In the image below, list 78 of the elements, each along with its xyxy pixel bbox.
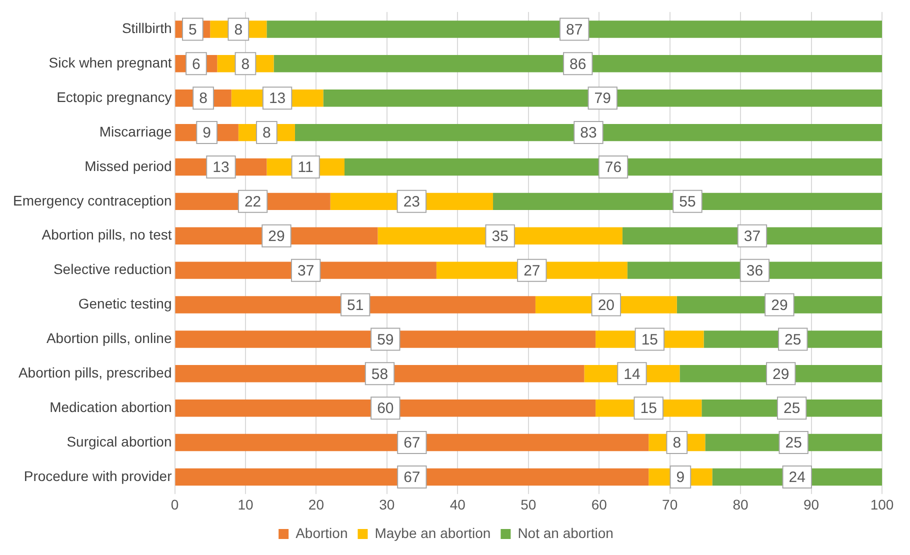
x-tick-label: 20 (308, 496, 324, 512)
x-tick-label: 80 (732, 496, 749, 512)
data-label: 29 (268, 228, 285, 246)
data-label: 67 (404, 434, 420, 452)
data-label: 6 (192, 56, 200, 73)
y-tick-label: Selective reduction (53, 261, 172, 278)
data-label: 27 (524, 262, 540, 280)
data-label: 20 (598, 296, 615, 314)
legend-label: Not an abortion (518, 524, 614, 541)
data-label: 37 (298, 262, 314, 280)
data-label: 58 (371, 366, 388, 383)
y-tick-label: Abortion pills, online (46, 330, 172, 346)
legend-label: Maybe an abortion (374, 524, 491, 541)
bar (294, 124, 882, 142)
x-tick-label: 70 (662, 496, 678, 512)
data-label: 24 (788, 469, 806, 486)
data-label: 15 (641, 331, 658, 348)
bar (266, 20, 882, 38)
x-tick-label: 100 (870, 496, 894, 512)
data-label: 67 (404, 469, 420, 486)
data-label: 8 (199, 90, 208, 108)
y-tick-label: Abortion pills, prescribed (18, 364, 172, 381)
bar (493, 192, 882, 210)
data-label: 29 (771, 296, 788, 314)
data-label: 11 (298, 159, 314, 176)
data-label: 59 (377, 331, 394, 348)
x-tick-label: 40 (450, 496, 466, 512)
y-tick-label: Ectopic pregnancy (56, 88, 172, 105)
y-tick-label: Genetic testing (78, 296, 172, 312)
data-label: 15 (640, 400, 657, 418)
data-label: 37 (744, 228, 761, 246)
data-label: 23 (403, 194, 420, 211)
y-tick-label: Stillbirth (122, 20, 172, 36)
data-label: 13 (212, 159, 230, 176)
x-tick-label: 90 (803, 496, 820, 512)
data-label: 9 (676, 469, 685, 486)
data-label: 13 (268, 90, 286, 108)
data-label: 86 (570, 56, 586, 73)
y-tick-label: Medication abortion (50, 398, 172, 415)
data-label: 79 (594, 90, 611, 108)
data-label: 25 (784, 331, 802, 348)
y-tick-label: Sick when pregnant (48, 54, 172, 71)
data-label: 83 (580, 124, 597, 142)
x-tick-label: 10 (238, 496, 254, 512)
data-label: 8 (234, 21, 243, 38)
data-label: 8 (241, 56, 250, 73)
data-label: 9 (202, 124, 211, 142)
y-tick-label: Procedure with provider (24, 468, 172, 484)
data-label: 60 (377, 400, 394, 418)
data-label: 76 (604, 159, 622, 176)
y-tick-label: Emergency contraception (12, 192, 172, 208)
bar (175, 434, 649, 452)
x-tick-label: 50 (520, 496, 536, 512)
data-label: 25 (785, 434, 802, 452)
legend-label: Abortion (296, 524, 348, 541)
data-label: 51 (347, 296, 364, 314)
x-tick-label: 0 (170, 496, 179, 512)
y-tick-label: Missed period (84, 158, 172, 174)
y-tick-label: Surgical abortion (66, 433, 172, 450)
data-label: 87 (566, 21, 583, 38)
data-label: 5 (188, 21, 197, 38)
data-label: 8 (672, 434, 682, 452)
data-label: 36 (746, 262, 764, 280)
data-label: 29 (772, 366, 790, 383)
data-label: 55 (679, 194, 696, 211)
y-tick-label: Miscarriage (99, 123, 172, 140)
y-tick-label: Abortion pills, no test (42, 226, 172, 243)
bar (175, 468, 649, 486)
x-tick-label: 30 (379, 496, 395, 512)
data-label: 22 (244, 194, 262, 211)
x-tick-label: 60 (591, 496, 608, 512)
data-label: 14 (624, 366, 640, 383)
data-label: 25 (783, 400, 800, 418)
bar (175, 296, 536, 314)
bar (274, 55, 882, 72)
data-label: 8 (262, 124, 271, 142)
data-label: 35 (492, 228, 508, 246)
bar (344, 158, 882, 176)
